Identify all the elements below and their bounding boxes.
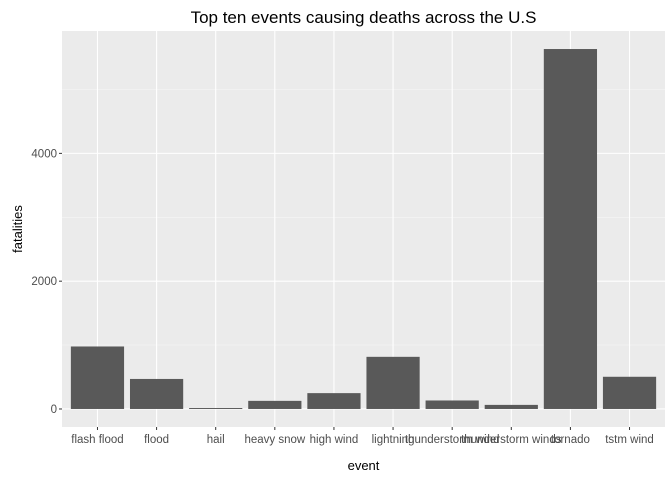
x-tick-label: heavy snow	[244, 434, 305, 446]
bar-tstm-wind	[602, 376, 657, 409]
bars	[70, 49, 657, 409]
x-axis-title: event	[348, 458, 380, 473]
bar-lightning	[366, 356, 420, 409]
bar-hail	[189, 408, 243, 409]
x-tick-label: tornado	[551, 434, 590, 446]
y-tick-label: 2000	[31, 276, 57, 288]
bar-flood	[129, 378, 184, 409]
chart-title: Top ten events causing deaths across the…	[191, 8, 537, 27]
y-axis-title: fatalities	[10, 205, 25, 253]
x-axis: flash flood flood hail heavy snow high wind l…	[71, 427, 654, 446]
x-tick-label: hail	[207, 434, 225, 446]
bar-tornado	[543, 49, 598, 409]
x-tick-label: thunderstorm wind	[405, 434, 500, 446]
x-tick-label: flood	[144, 434, 169, 446]
bar-thunderstorm-winds	[484, 404, 538, 409]
bar-heavy-snow	[248, 400, 302, 409]
x-tick-label: high wind	[310, 434, 359, 446]
y-axis: 0 2000 4000	[31, 148, 62, 416]
bar-thunderstorm-wind	[425, 400, 479, 409]
x-tick-label: lightning	[372, 434, 415, 446]
y-tick-label: 4000	[31, 148, 57, 160]
x-tick-label: thunderstorm winds	[461, 434, 562, 446]
x-tick-label: tstm wind	[605, 434, 654, 446]
x-tick-label: flash flood	[71, 434, 123, 446]
y-tick-label: 0	[51, 404, 57, 416]
bar-high-wind	[307, 393, 361, 409]
bar-flash-flood	[70, 346, 125, 409]
